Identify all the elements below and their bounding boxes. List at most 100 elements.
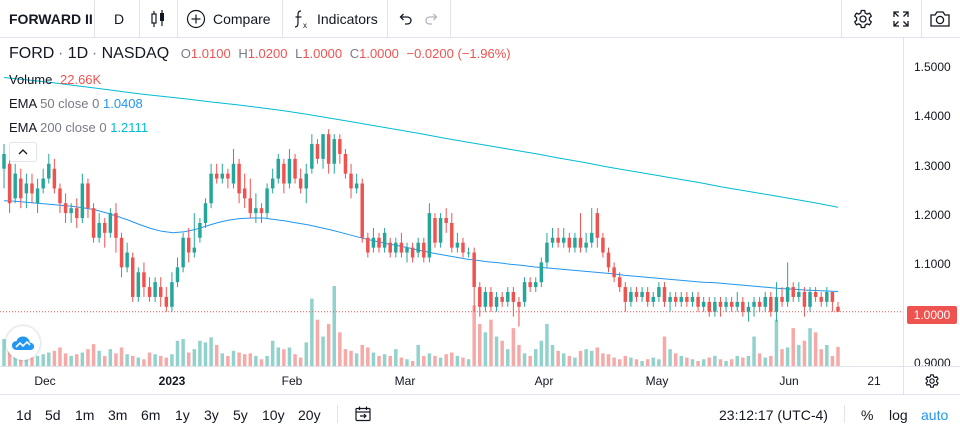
candle-body xyxy=(578,237,583,248)
range-3y-button[interactable]: 3y xyxy=(204,407,219,423)
volume-bar xyxy=(494,336,499,366)
candle-body xyxy=(136,272,141,297)
candle-body xyxy=(310,144,314,169)
candle-body xyxy=(198,222,202,238)
volume-bar xyxy=(237,352,241,366)
candle-body xyxy=(483,292,488,307)
range-10y-button[interactable]: 10y xyxy=(262,407,285,423)
range-1d-button[interactable]: 1d xyxy=(16,407,32,423)
time-label: Feb xyxy=(281,374,303,388)
volume-bar xyxy=(298,357,303,366)
volume-bar xyxy=(315,319,320,366)
candle-body xyxy=(825,292,829,302)
legend-collapse-button[interactable] xyxy=(9,142,37,162)
volume-bar xyxy=(724,360,728,366)
toolbar-divider xyxy=(139,0,140,38)
volume-bar xyxy=(30,357,34,366)
volume-bar xyxy=(668,349,672,366)
volume-bar xyxy=(366,347,370,366)
candle-body xyxy=(360,183,364,238)
price-label: 1.3000 xyxy=(914,159,951,173)
volume-bar xyxy=(254,355,258,366)
percent-scale-toggle[interactable]: % xyxy=(861,407,874,423)
price-scale[interactable]: 1.5000 1.4000 1.3000 1.2000 1.1000 0.900… xyxy=(903,38,960,370)
candle-body xyxy=(304,173,308,189)
price-chart[interactable] xyxy=(0,38,903,366)
timezone-clock[interactable]: 23:12:17 (UTC-4) xyxy=(719,407,828,423)
volume-bar xyxy=(506,349,510,366)
candle-body xyxy=(701,301,706,307)
candle-body xyxy=(651,296,656,302)
legend-ema50[interactable]: EMA 50 close 0 1.0408 xyxy=(9,96,143,111)
volume-bar xyxy=(265,355,269,366)
volume-bar xyxy=(103,355,107,366)
volume-bar xyxy=(511,328,516,366)
chart-pane[interactable]: FORD · 1D · NASDAQ O1.0100 H1.0200 L1.00… xyxy=(0,38,903,366)
volume-bar xyxy=(785,347,790,366)
volume-bar xyxy=(47,352,51,366)
interval-button[interactable]: D xyxy=(114,0,124,38)
candle-body xyxy=(757,301,762,307)
range-1y-button[interactable]: 1y xyxy=(175,407,190,423)
legend-ema200[interactable]: EMA 200 close 0 1.2111 xyxy=(9,120,148,135)
range-3m-button[interactable]: 3m xyxy=(108,407,128,423)
range-5d-button[interactable]: 5d xyxy=(45,407,61,423)
fullscreen-button[interactable] xyxy=(891,0,911,38)
candle-body xyxy=(231,163,236,184)
candle-body xyxy=(623,287,628,302)
volume-bar xyxy=(679,355,684,366)
volume-bar xyxy=(371,352,376,366)
tradingview-logo[interactable] xyxy=(6,326,40,360)
legend-close-key: C xyxy=(349,46,360,61)
candle-body xyxy=(808,292,812,307)
candle-body xyxy=(752,301,756,307)
candle-body xyxy=(645,292,650,302)
candle-body xyxy=(785,287,790,302)
volume-bar xyxy=(41,354,45,366)
volume-bar xyxy=(645,359,650,366)
symbol-search[interactable]: FORWARD II xyxy=(9,0,93,38)
candle-body xyxy=(522,282,527,302)
scale-settings-button[interactable] xyxy=(903,366,960,394)
candle-body xyxy=(584,242,588,248)
legend-close-value: 1.0000 xyxy=(359,46,399,61)
auto-scale-toggle[interactable]: auto xyxy=(921,407,949,423)
candle-body xyxy=(131,257,135,297)
toolbar-divider xyxy=(450,0,451,38)
candle-body xyxy=(724,301,728,307)
compare-button[interactable]: Compare xyxy=(186,0,271,38)
volume-bar xyxy=(561,353,566,366)
legend-volume[interactable]: Volume 22.66K xyxy=(9,72,101,87)
candle-body xyxy=(836,306,840,312)
candle-body xyxy=(629,292,633,302)
volume-bar xyxy=(830,355,835,366)
time-scale[interactable]: Dec 2023 Feb Mar Apr May Jun 21 xyxy=(0,366,903,394)
range-1m-button[interactable]: 1m xyxy=(75,407,95,423)
candle-body xyxy=(52,168,57,189)
undo-button[interactable] xyxy=(397,0,413,38)
log-scale-toggle[interactable]: log xyxy=(889,407,908,423)
volume-bar xyxy=(338,332,342,366)
chart-type-button[interactable] xyxy=(150,0,166,38)
candle-body xyxy=(657,287,661,297)
candle-body xyxy=(696,296,700,307)
snapshot-button[interactable] xyxy=(929,0,951,38)
settings-button[interactable] xyxy=(852,0,874,38)
indicators-button[interactable]: x Indicators xyxy=(292,0,378,38)
top-toolbar: FORWARD II D Compare x Indicators xyxy=(0,0,960,38)
volume-bar xyxy=(52,350,57,366)
range-5y-button[interactable]: 5y xyxy=(233,407,248,423)
goto-date-button[interactable] xyxy=(354,405,372,426)
time-label: May xyxy=(645,374,669,388)
volume-bar xyxy=(752,336,756,366)
candle-body xyxy=(24,183,29,194)
volume-bar xyxy=(287,347,292,366)
redo-button[interactable] xyxy=(424,0,440,38)
volume-bar xyxy=(192,349,197,366)
volume-bar xyxy=(125,354,129,366)
candle-body xyxy=(19,178,23,199)
candle-body xyxy=(97,222,101,238)
range-6m-button[interactable]: 6m xyxy=(141,407,161,423)
candle-body xyxy=(282,163,286,184)
range-20y-button[interactable]: 20y xyxy=(298,407,321,423)
